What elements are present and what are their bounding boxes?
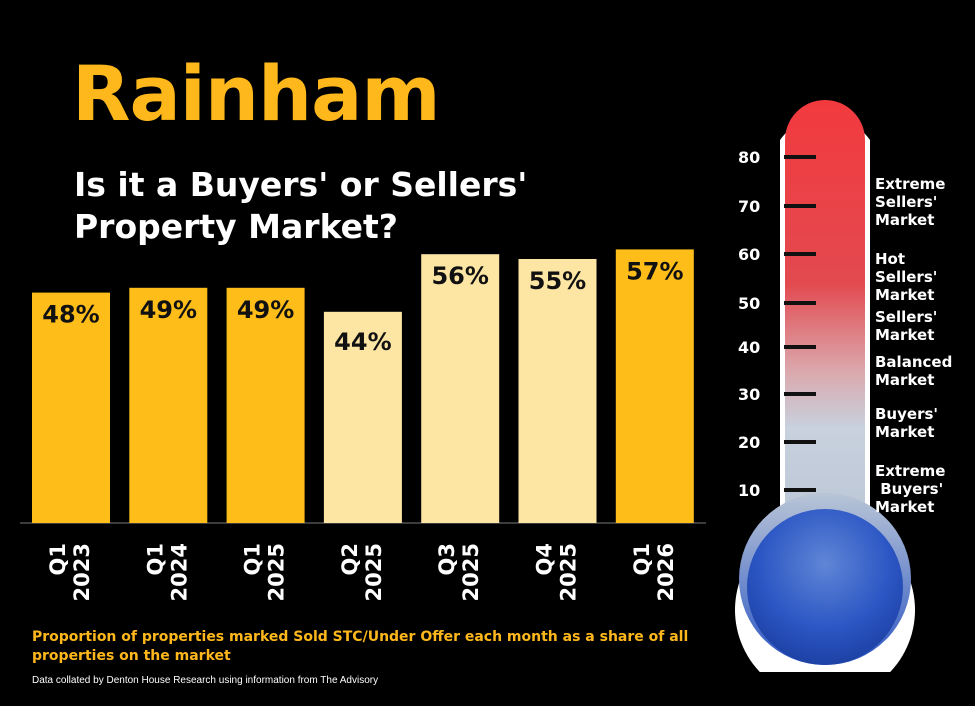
market-zone-label: Extreme Sellers' Market (875, 175, 946, 229)
x-tick-label: Q1 2025 (241, 543, 289, 601)
bar (615, 249, 694, 523)
bar-value-label: 44% (334, 328, 391, 356)
thermometer-gauge: 80 70 60 50 40 30 20 10 (735, 100, 915, 672)
x-tick-quarter: Q2 (338, 543, 362, 575)
x-tick-label: Q3 2025 (435, 543, 483, 601)
bar-value-label: 49% (140, 296, 197, 324)
scale-number: 20 (738, 433, 760, 452)
x-tick-quarter: Q1 (241, 543, 265, 575)
bar (518, 259, 597, 523)
x-tick-year: 2025 (557, 543, 581, 601)
scale-number: 60 (738, 245, 760, 264)
bar-value-label: 49% (237, 296, 294, 324)
x-tick-year: 2025 (362, 543, 386, 601)
bar-value-label: 57% (626, 257, 683, 285)
x-tick-quarter: Q3 (435, 543, 459, 575)
scale-number: 30 (738, 385, 760, 404)
market-zone-label: Balanced Market (875, 353, 953, 389)
x-tick-label: Q1 2026 (630, 543, 678, 601)
market-zone-label: Sellers' Market (875, 308, 938, 344)
bar (32, 292, 110, 523)
bar-value-label: 48% (42, 301, 99, 329)
bar (226, 287, 305, 523)
x-tick-quarter: Q4 (533, 543, 557, 575)
scale-number: 70 (738, 197, 760, 216)
x-tick-label: Q1 2024 (143, 543, 191, 601)
bar (421, 254, 500, 523)
chart-footnote: Proportion of properties marked Sold STC… (32, 629, 689, 664)
x-tick-year: 2023 (70, 543, 94, 601)
x-tick-year: 2024 (167, 543, 191, 601)
scale-number: 50 (738, 294, 760, 313)
bar-value-label: 56% (431, 262, 488, 290)
page-title: Rainham (72, 49, 441, 138)
page-subtitle: Is it a Buyers' or Sellers' Property Mar… (74, 165, 528, 246)
market-zone-label: Buyers' Market (875, 405, 938, 441)
scale-number: 40 (738, 338, 760, 357)
bar (323, 311, 402, 523)
bar (129, 287, 208, 523)
x-tick-year: 2025 (265, 543, 289, 601)
x-tick-year: 2025 (459, 543, 483, 601)
x-tick-label: Q2 2025 (338, 543, 386, 601)
bar-value-label: 55% (529, 267, 586, 295)
x-tick-label: Q4 2025 (533, 543, 581, 601)
x-tick-quarter: Q1 (143, 543, 167, 575)
data-credit: Data collated by Denton House Research u… (32, 675, 379, 686)
x-tick-year: 2026 (654, 543, 678, 601)
thermometer-tube (785, 100, 865, 537)
x-tick-quarter: Q1 (630, 543, 654, 575)
x-tick-quarter: Q1 (46, 543, 70, 575)
x-tick-label: Q1 2023 (46, 543, 94, 601)
scale-number: 80 (738, 148, 760, 167)
market-zone-label: Extreme Buyers' Market (875, 462, 946, 516)
scale-number: 10 (738, 481, 760, 500)
market-zone-label: Hot Sellers' Market (875, 250, 938, 304)
